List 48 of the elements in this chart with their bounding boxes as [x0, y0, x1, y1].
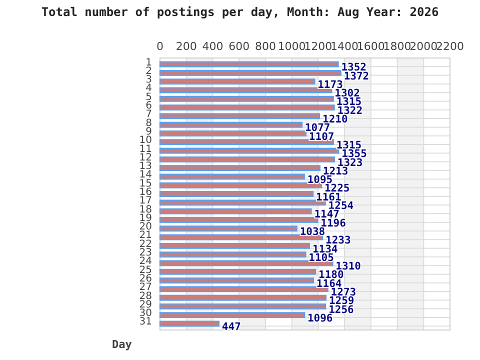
- bar: [159, 216, 318, 223]
- bar: [159, 191, 314, 197]
- bar: [159, 78, 316, 85]
- bar: [159, 252, 306, 258]
- data-label: 1372: [344, 70, 370, 82]
- bar: [159, 303, 326, 310]
- bar: [159, 208, 312, 214]
- bar: [159, 61, 339, 68]
- bar: [159, 113, 320, 120]
- bar: [159, 130, 307, 136]
- x-tick-label: 1200: [304, 40, 332, 53]
- bar: [159, 260, 334, 266]
- x-tick-label: 1600: [356, 40, 385, 53]
- bar: [159, 200, 326, 206]
- y-axis-title: Day: [112, 338, 132, 351]
- bar: [159, 96, 334, 102]
- bar: [159, 70, 342, 76]
- x-tick-label: 1800: [383, 40, 412, 53]
- bar: [159, 268, 316, 275]
- bar: [159, 87, 332, 94]
- bar: [159, 278, 314, 284]
- bar: [159, 320, 220, 327]
- bar: [159, 104, 335, 110]
- x-tick-label: 1000: [278, 40, 306, 53]
- chart-title: Total number of postings per day, Month: Aug Year: 2026: [41, 5, 439, 19]
- bar: [159, 148, 340, 154]
- y-tick-label: 31: [139, 316, 152, 328]
- bar: [159, 286, 328, 292]
- x-tick-label: 2200: [436, 40, 464, 53]
- bar: [159, 156, 335, 162]
- bar: [159, 312, 306, 318]
- x-tick-label: 0: [156, 40, 164, 53]
- x-tick-label: 400: [202, 40, 224, 53]
- bar: [159, 242, 310, 249]
- bar: [159, 174, 305, 180]
- bar: [159, 182, 322, 188]
- x-tick-label: 200: [176, 40, 197, 53]
- bar: [159, 122, 303, 128]
- data-label: 1096: [307, 312, 333, 324]
- bar: [159, 165, 320, 172]
- x-tick-label: 600: [228, 40, 250, 53]
- x-tick-label: 2000: [410, 40, 438, 53]
- x-tick-label: 1400: [330, 40, 359, 53]
- data-label: 447: [222, 321, 241, 334]
- bar: [159, 226, 298, 232]
- bar: [159, 294, 327, 301]
- bar: [159, 139, 334, 146]
- x-tick-label: 800: [254, 40, 276, 53]
